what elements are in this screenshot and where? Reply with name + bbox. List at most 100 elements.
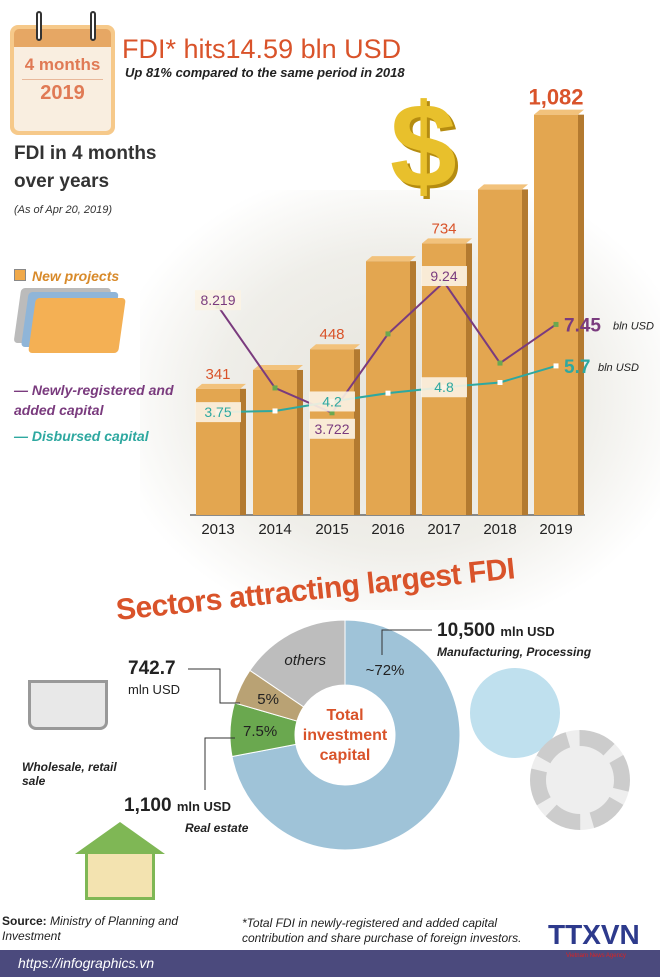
wholesale-label: Wholesale, retail sale (22, 760, 117, 788)
label-box (309, 418, 355, 439)
bar-side (522, 189, 528, 515)
line-point (385, 331, 391, 337)
bar-top (253, 364, 303, 370)
x-tick-label: 2014 (258, 521, 291, 538)
label-box (421, 266, 467, 287)
line-point (497, 380, 503, 385)
x-tick-label: 2015 (315, 521, 348, 538)
leader-line (188, 668, 240, 704)
bar-top (422, 238, 472, 244)
line-point (272, 408, 278, 414)
label-box (195, 290, 241, 311)
subtitle: Up 81% compared to the same period in 20… (125, 65, 405, 80)
house-icon (85, 850, 155, 900)
x-tick-label: 2017 (427, 521, 460, 538)
line-value-label: 9.24 (430, 268, 457, 284)
unit: mln USD (176, 799, 231, 814)
bar (534, 114, 578, 515)
legend-new-projects: New projects (14, 268, 119, 284)
footnote: *Total FDI in newly-registered and added… (242, 916, 522, 945)
donut-hole (295, 685, 395, 785)
x-tick-label: 2016 (371, 521, 404, 538)
bar-side (240, 388, 246, 515)
sectors-donut-chart: ~72% 7.5% 5% others (188, 619, 461, 851)
line-point (385, 390, 391, 396)
bar-value-label: 448 (319, 326, 344, 343)
line-point (272, 385, 278, 391)
bar (366, 261, 410, 515)
bar-side (297, 369, 303, 515)
source-label: Source: (2, 914, 47, 928)
house-roof-icon (75, 822, 165, 854)
source-text: Ministry of Planning and Investment (2, 914, 179, 943)
legend-label: Newly-registered and added capital (14, 382, 174, 418)
amount: 1,100 (124, 795, 172, 816)
ttxvn-logo: TTXVN (548, 919, 640, 950)
pie-slice-label: 5% (257, 691, 279, 708)
dollar-sign-icon: $ (390, 79, 457, 213)
bar-value-label: 341 (205, 366, 230, 383)
bar-top (196, 383, 246, 389)
bar-value-label: 1,082 (528, 85, 583, 110)
source: Source: Ministry of Planning and Investm… (2, 914, 230, 944)
legend-label: New projects (32, 268, 120, 284)
line-point (553, 363, 559, 369)
calendar-period: 4 months (24, 55, 101, 74)
line-value-label: 4.2 (322, 393, 342, 409)
legend-disbursed: — Disbursed capital (14, 428, 149, 444)
ttxvn-logo-sub: Vietnam News Agency (566, 953, 626, 959)
bar-top (534, 109, 584, 115)
line-value-label: 3.75 (204, 404, 231, 420)
fdi-chart: 341 2013 2014 448 2015 2016 734 2017 2018 1,082 20… (190, 85, 654, 538)
pie-slice-label: 7.5% (243, 723, 277, 740)
line-point (553, 321, 559, 327)
line-value-label: 5.7 (564, 357, 590, 378)
leader-line (204, 737, 235, 790)
bar-top (478, 184, 528, 190)
x-tick-label: 2018 (483, 521, 516, 538)
unit-label: bln USD (598, 362, 639, 374)
realestate-amount: 1,100 mln USD (124, 795, 231, 817)
x-tick-label: 2019 (539, 521, 572, 538)
wholesale-unit: mln USD (128, 682, 181, 697)
legend-label: Disbursed capital (31, 428, 149, 444)
pie-slice-label: ~72% (366, 662, 405, 679)
manufacturing-amount: 10,500 mln USD (437, 620, 555, 642)
bar-value-label: 734 (431, 220, 456, 237)
bar-side (354, 349, 360, 515)
unit-label: bln USD (613, 320, 654, 332)
manufacturing-label: Manufacturing, Processing (437, 645, 592, 659)
bar-side (466, 243, 472, 516)
calendar-badge: 4 months 2019 (10, 11, 115, 135)
as-of-date: (As of Apr 20, 2019) (14, 204, 113, 216)
gear-icon (530, 730, 630, 830)
shopping-cart-icon (28, 680, 108, 730)
unit: mln USD (500, 624, 555, 639)
bar-side (578, 114, 584, 515)
realestate-label: Real estate (185, 821, 249, 835)
line-value-label: 3.722 (314, 421, 349, 437)
line-point (497, 360, 503, 366)
label-box (309, 391, 355, 412)
line-value-label: 4.8 (434, 379, 454, 395)
wholesale-amount: 742.7 (128, 658, 176, 679)
line-point (329, 410, 335, 416)
label-box (421, 377, 467, 398)
legend-registered: — Newly-registered and added capital (14, 382, 174, 418)
amount: 10,500 (437, 620, 496, 641)
section-title: FDI in 4 months over years (14, 143, 157, 192)
bar-top (366, 256, 416, 262)
main-title: FDI* hits14.59 bln USD (122, 34, 402, 64)
bar-swatch-icon (14, 269, 26, 281)
line-value-label: 7.45 (564, 315, 601, 336)
website-link[interactable]: https://infographics.vn (0, 950, 154, 977)
label-box (195, 402, 241, 423)
donut-center-label: Total investment capital (302, 707, 388, 764)
bar-side (410, 261, 416, 515)
calendar-year: 2019 (22, 79, 103, 105)
x-tick-label: 2013 (201, 521, 234, 538)
pie-slice-label: others (284, 652, 326, 669)
line-value-label: 8.219 (200, 292, 235, 308)
bar-top (310, 344, 360, 350)
leader-line (381, 629, 432, 655)
